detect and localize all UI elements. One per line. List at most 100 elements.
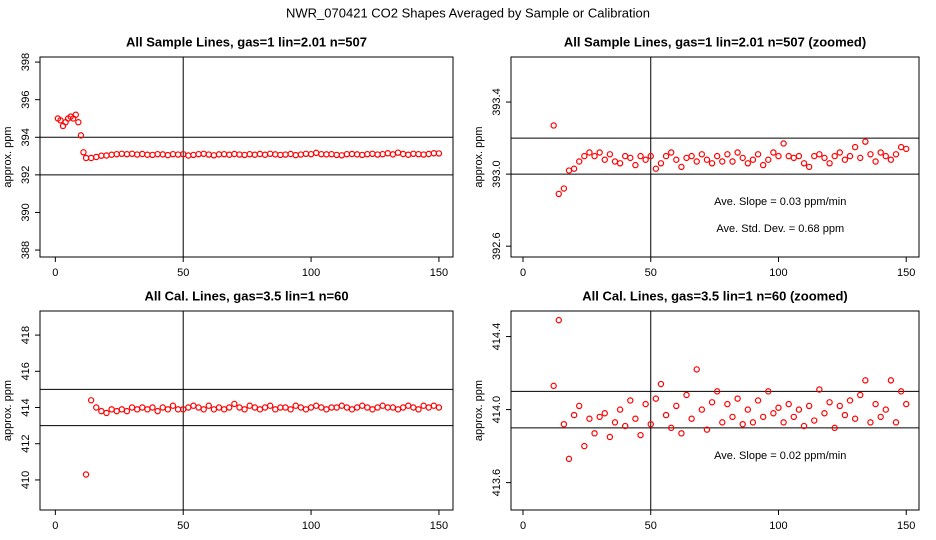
data-point — [420, 151, 427, 158]
data-point — [601, 156, 608, 163]
data-point — [765, 156, 772, 163]
data-point — [754, 151, 762, 158]
data-point — [236, 151, 243, 158]
data-point — [282, 151, 289, 158]
data-point — [113, 150, 120, 158]
data-point — [657, 160, 665, 167]
data-point — [662, 411, 670, 419]
data-point — [82, 154, 90, 162]
data-point — [215, 151, 223, 158]
data-point — [164, 151, 172, 159]
y-tick-label: 392 — [20, 166, 32, 184]
data-point — [576, 158, 583, 165]
data-point — [795, 152, 803, 160]
data-point — [601, 410, 608, 417]
data-point — [77, 132, 85, 139]
data-point — [410, 150, 417, 158]
data-point — [831, 152, 838, 160]
data-point — [826, 160, 833, 167]
data-point — [287, 406, 294, 413]
data-point — [415, 406, 422, 413]
data-point — [800, 160, 808, 167]
data-point — [430, 150, 438, 157]
data-point — [734, 395, 741, 402]
data-point — [667, 424, 675, 432]
data-point — [867, 419, 874, 426]
data-point — [678, 430, 685, 437]
data-point — [328, 404, 335, 411]
data-point — [435, 150, 443, 157]
data-point — [831, 424, 838, 432]
data-point — [374, 151, 381, 158]
data-point — [420, 402, 427, 409]
data-point — [384, 404, 391, 411]
data-point — [149, 151, 156, 159]
data-point — [708, 160, 716, 167]
data-point — [688, 152, 695, 160]
data-point — [246, 150, 253, 158]
data-point — [867, 151, 874, 158]
data-point — [749, 156, 757, 163]
data-point — [302, 150, 310, 158]
data-point — [159, 404, 166, 411]
data-point — [169, 402, 177, 409]
data-point — [266, 150, 274, 158]
data-point — [897, 388, 905, 395]
data-point — [425, 150, 432, 158]
data-point — [703, 156, 711, 163]
data-point — [190, 151, 197, 159]
data-point — [251, 151, 259, 158]
data-point — [410, 404, 417, 411]
data-point — [348, 406, 356, 413]
data-point — [200, 406, 207, 413]
data-point — [364, 150, 371, 158]
data-point — [128, 150, 136, 158]
data-point — [555, 316, 562, 324]
data-point — [93, 404, 100, 411]
data-point — [596, 413, 603, 421]
data-point — [642, 156, 649, 163]
data-point — [759, 413, 767, 421]
plot-frame — [39, 310, 454, 511]
data-point — [586, 415, 593, 422]
data-point — [379, 402, 386, 409]
data-point — [708, 399, 716, 406]
data-point — [749, 419, 757, 426]
data-point — [87, 397, 95, 404]
data-point — [159, 151, 166, 158]
data-point — [662, 152, 670, 160]
data-point — [759, 161, 767, 169]
data-point — [287, 150, 294, 158]
plot-frame — [510, 56, 920, 258]
data-point — [851, 143, 859, 151]
x-tick-label: 100 — [769, 520, 787, 532]
data-point — [565, 455, 573, 463]
chart-title: All Cal. Lines, gas=3.5 lin=1 n=60 (zoom… — [582, 288, 848, 303]
data-point — [627, 397, 634, 404]
figure-title: NWR_070421 CO2 Shapes Averaged by Sample… — [286, 5, 650, 20]
data-point — [353, 151, 361, 158]
data-point — [877, 413, 884, 421]
y-tick-label: 410 — [20, 471, 32, 489]
data-point — [123, 407, 131, 415]
data-point — [108, 151, 115, 158]
data-point — [570, 411, 578, 419]
data-point — [555, 190, 562, 198]
data-point — [425, 404, 432, 411]
data-point — [652, 395, 660, 402]
data-point — [144, 406, 151, 413]
y-axis-label: approx. ppm — [2, 380, 14, 441]
y-tick-label: 416 — [20, 362, 32, 380]
data-point — [882, 152, 889, 160]
data-point — [405, 402, 412, 409]
data-point — [246, 402, 253, 409]
data-point — [780, 140, 787, 147]
x-tick-label: 150 — [430, 520, 448, 532]
data-point — [144, 151, 151, 158]
data-point — [236, 404, 243, 411]
data-point — [581, 152, 588, 160]
data-point — [405, 151, 412, 158]
data-point — [435, 404, 443, 411]
data-point — [256, 406, 264, 413]
data-point — [724, 151, 731, 158]
